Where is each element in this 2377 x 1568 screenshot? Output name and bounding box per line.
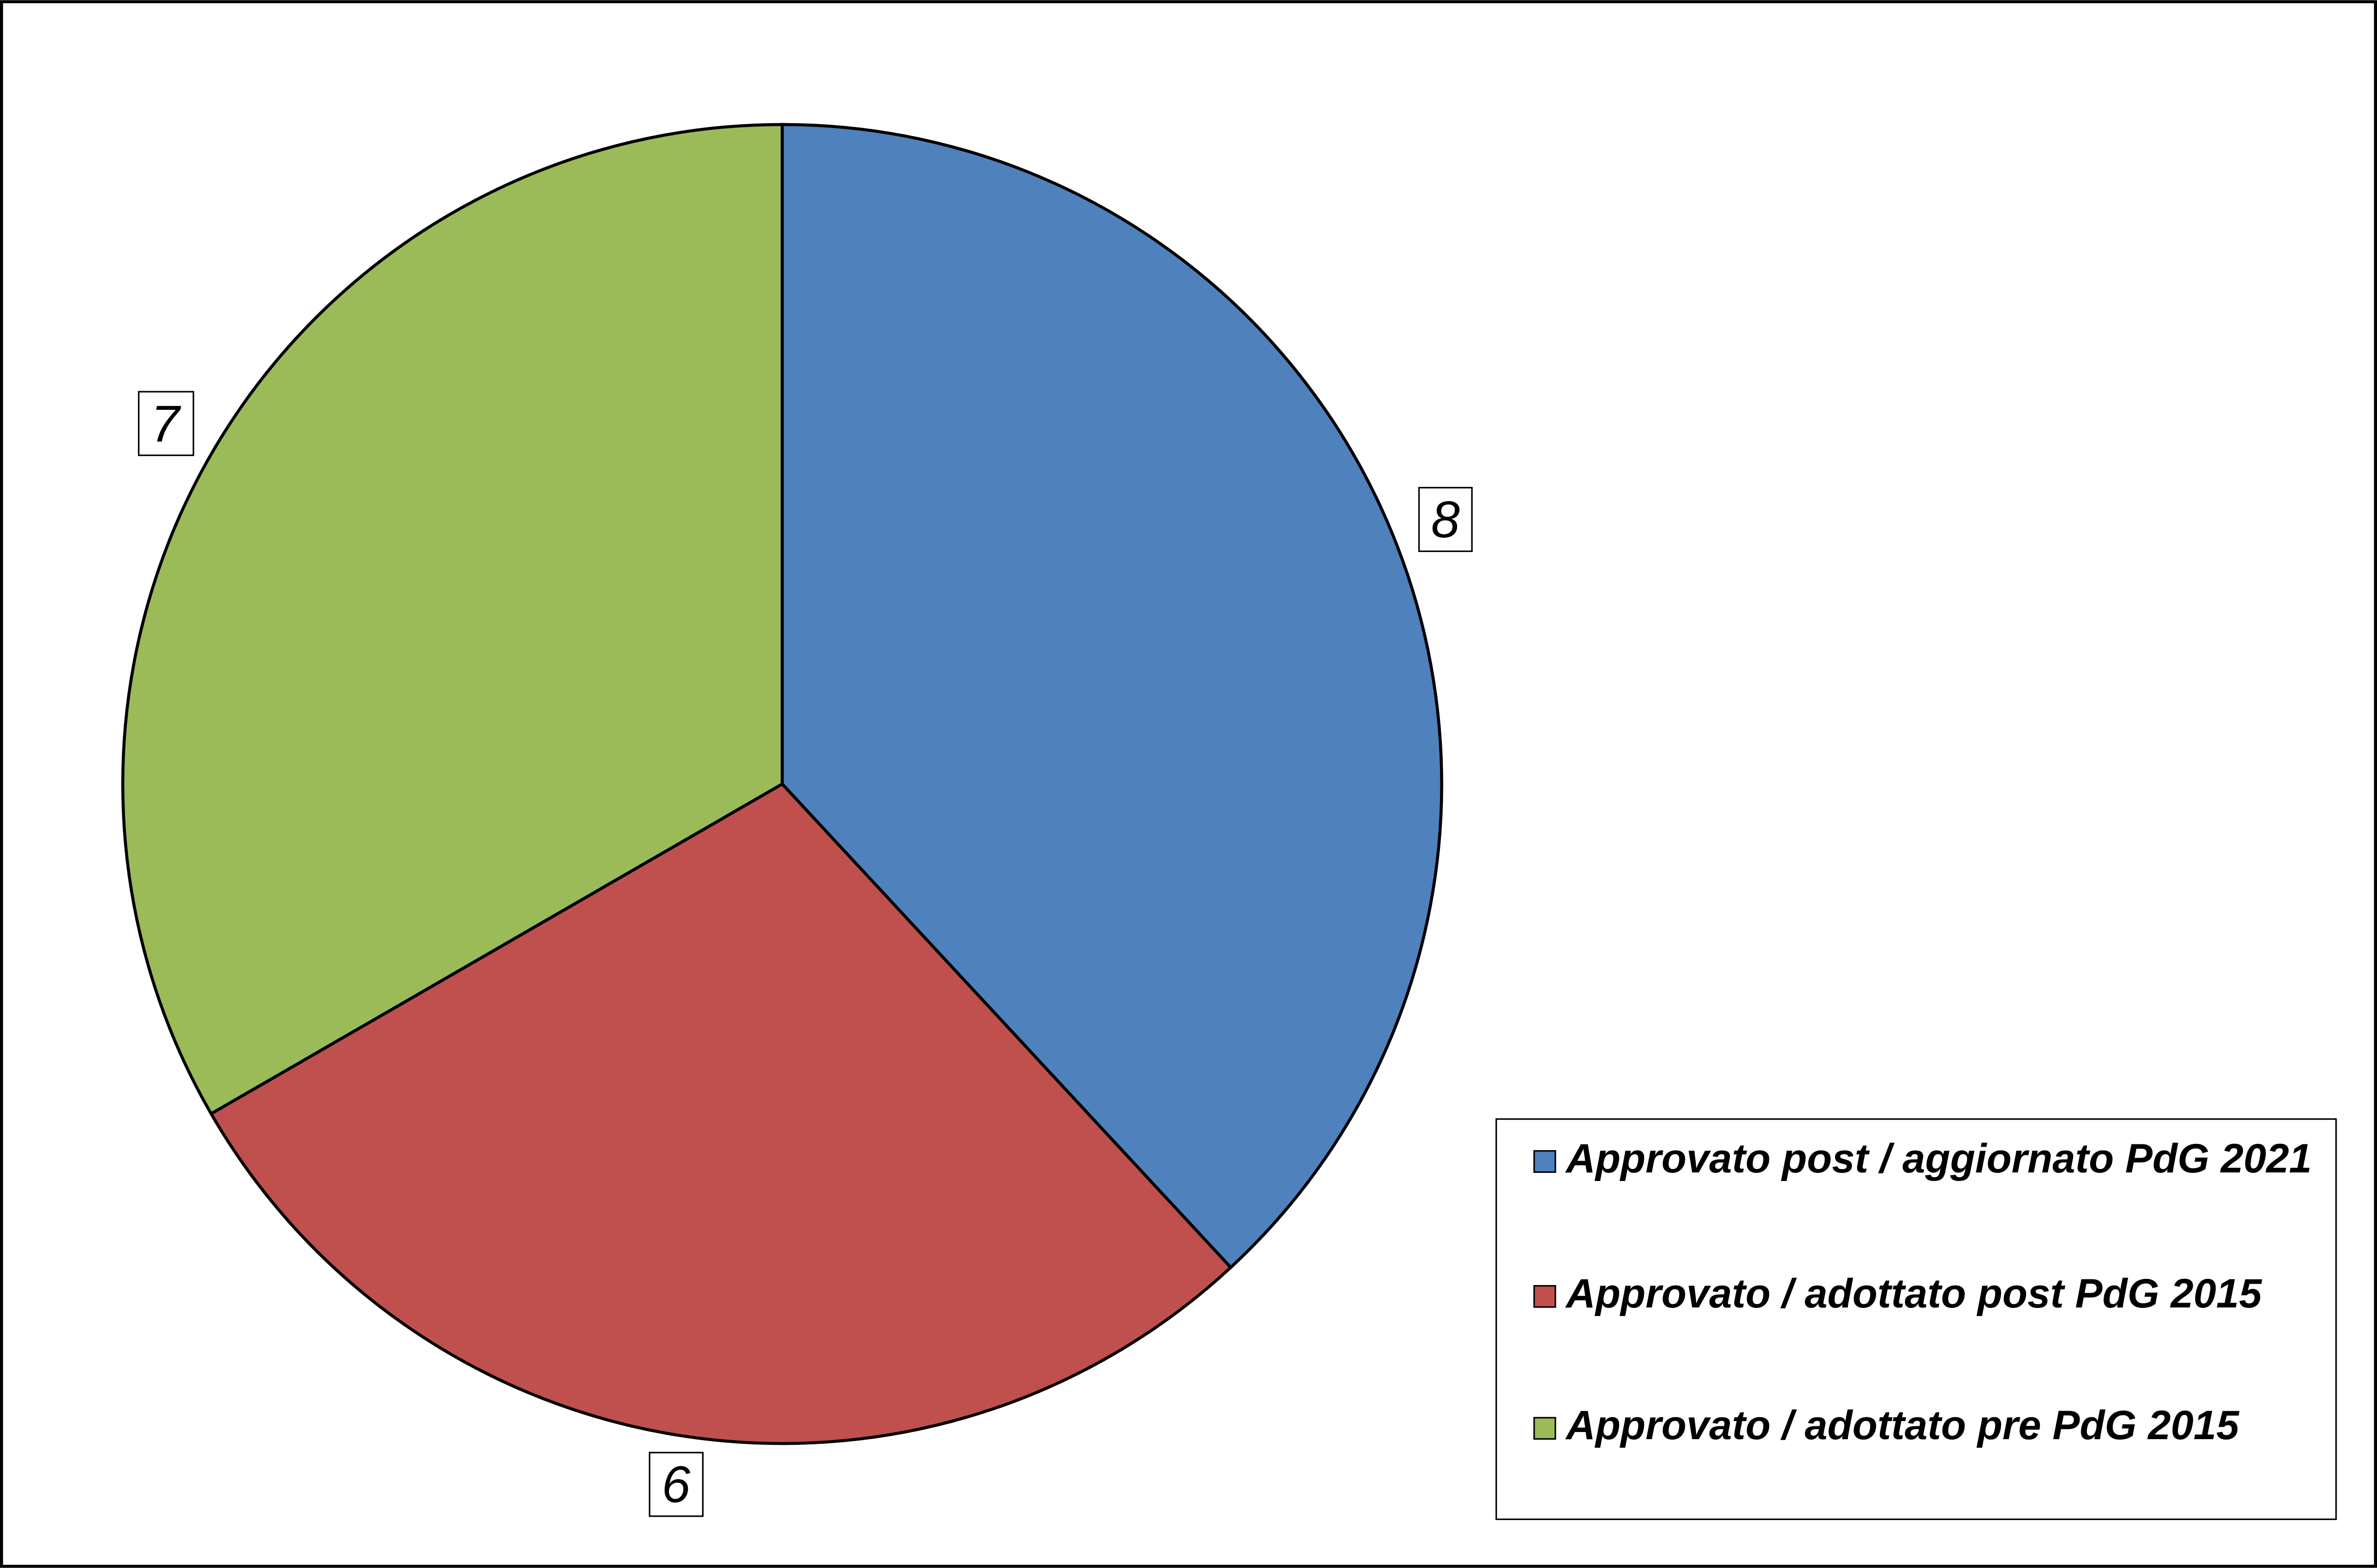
legend-label: Approvato / adottato post PdG 2015: [1565, 1271, 2262, 1316]
data-label-box: [138, 391, 194, 456]
legend-label-line: Approvato / adottato post PdG 2015: [1565, 1271, 2262, 1316]
data-label-text: 6: [662, 1456, 691, 1513]
legend-swatch: [1533, 1150, 1556, 1173]
data-label-text: 8: [1431, 491, 1459, 548]
pie-slice: [121, 123, 784, 1116]
legend-label: Approvato post / aggiornato PdG 2021: [1565, 1136, 2312, 1181]
legend-label-line: Approvato / adottato pre PdG 2015: [1565, 1403, 2240, 1448]
data-label-box: [1418, 487, 1473, 552]
data-label-text: 7: [151, 395, 181, 452]
legend-swatch: [1533, 1285, 1556, 1308]
pie-slice: [209, 782, 1233, 1445]
data-label: 7: [138, 391, 194, 456]
legend-box: [1495, 1118, 2337, 1520]
data-label-box: [648, 1452, 704, 1517]
data-label: 6: [648, 1452, 704, 1517]
pie-slice: [781, 123, 1443, 1270]
legend-label: Approvato / adottato pre PdG 2015: [1565, 1403, 2240, 1448]
legend-swatch: [1533, 1417, 1556, 1440]
legend-label-line: Approvato post / aggiornato PdG 2021: [1565, 1136, 2312, 1181]
data-label: 8: [1418, 487, 1473, 552]
